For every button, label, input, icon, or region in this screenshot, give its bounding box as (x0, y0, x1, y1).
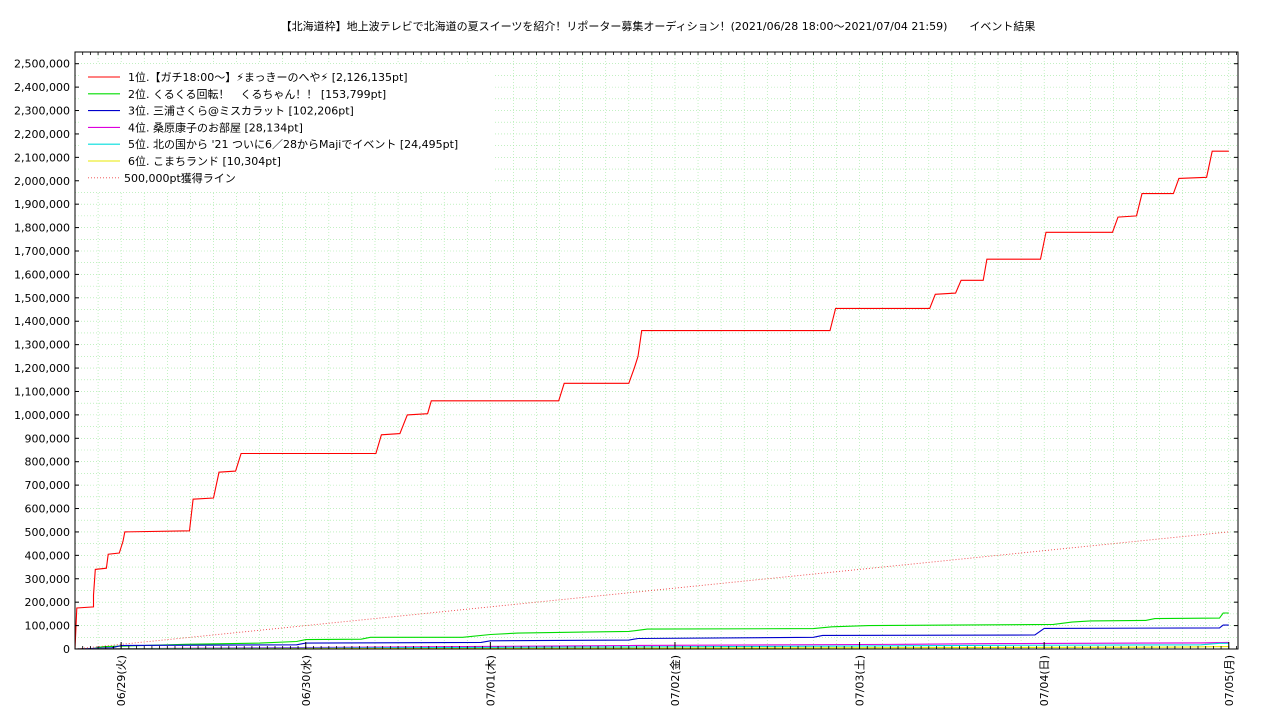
y-tick-label: 200,000 (25, 596, 71, 609)
y-tick-label: 1,200,000 (14, 362, 70, 375)
y-tick-label: 1,000,000 (14, 409, 70, 422)
y-tick-label: 700,000 (25, 479, 71, 492)
y-tick-label: 2,300,000 (14, 105, 70, 118)
y-tick-label: 2,000,000 (14, 175, 70, 188)
y-tick-label: 1,400,000 (14, 315, 70, 328)
y-tick-label: 300,000 (25, 573, 71, 586)
y-tick-label: 1,600,000 (14, 268, 70, 281)
legend-label: 3位. 三浦さくら@ミスカラット [102,206pt] (128, 104, 354, 118)
y-tick-label: 2,200,000 (14, 128, 70, 141)
legend-label: 500,000pt獲得ライン (124, 172, 236, 185)
y-tick-label: 800,000 (25, 456, 71, 469)
y-tick-label: 1,700,000 (14, 245, 70, 258)
x-tick-label: 07/04(日) (1038, 655, 1051, 706)
legend-label: 5位. 北の国から '21 ついに6／28からMajiでイベント [24,495… (128, 137, 458, 151)
x-tick-label: 06/29(火) (115, 655, 128, 706)
legend-label: 4位. 桑原康子のお部屋 [28,134pt] (128, 120, 303, 134)
y-tick-label: 400,000 (25, 549, 71, 562)
y-tick-label: 1,800,000 (14, 222, 70, 235)
x-tick-label: 07/03(土) (854, 655, 867, 706)
y-tick-label: 2,100,000 (14, 151, 70, 164)
y-tick-label: 1,100,000 (14, 385, 70, 398)
x-tick-label: 07/01(木) (484, 655, 497, 706)
chart-title: 【北海道枠】地上波テレビで北海道の夏スイーツを紹介！リポーター募集オーディション… (281, 19, 1036, 33)
legend-label: 1位.【ガチ18:00〜】⚡まっきーのへや⚡ [2,126,135pt] (128, 70, 408, 84)
y-tick-label: 1,500,000 (14, 292, 70, 305)
x-tick-label: 07/02(金) (668, 655, 682, 706)
legend-label: 2位. くるくる回転！ くるちゃん！！ [153,799pt] (128, 87, 386, 101)
y-tick-label: 1,900,000 (14, 198, 70, 211)
x-tick-label: 06/30(水) (300, 655, 313, 706)
y-tick-label: 0 (63, 643, 70, 656)
y-tick-label: 2,500,000 (14, 58, 70, 71)
legend: 1位.【ガチ18:00〜】⚡まっきーのへや⚡ [2,126,135pt] 2位. … (80, 64, 495, 192)
y-tick-label: 100,000 (25, 620, 71, 633)
y-tick-label: 900,000 (25, 432, 71, 445)
y-tick-label: 500,000 (25, 526, 71, 539)
x-tick-label: 07/05(月) (1223, 655, 1236, 706)
y-tick-label: 2,400,000 (14, 81, 70, 94)
legend-label: 6位. こまちランド [10,304pt] (128, 154, 281, 168)
y-tick-label: 600,000 (25, 503, 71, 516)
y-tick-label: 1,300,000 (14, 339, 70, 352)
